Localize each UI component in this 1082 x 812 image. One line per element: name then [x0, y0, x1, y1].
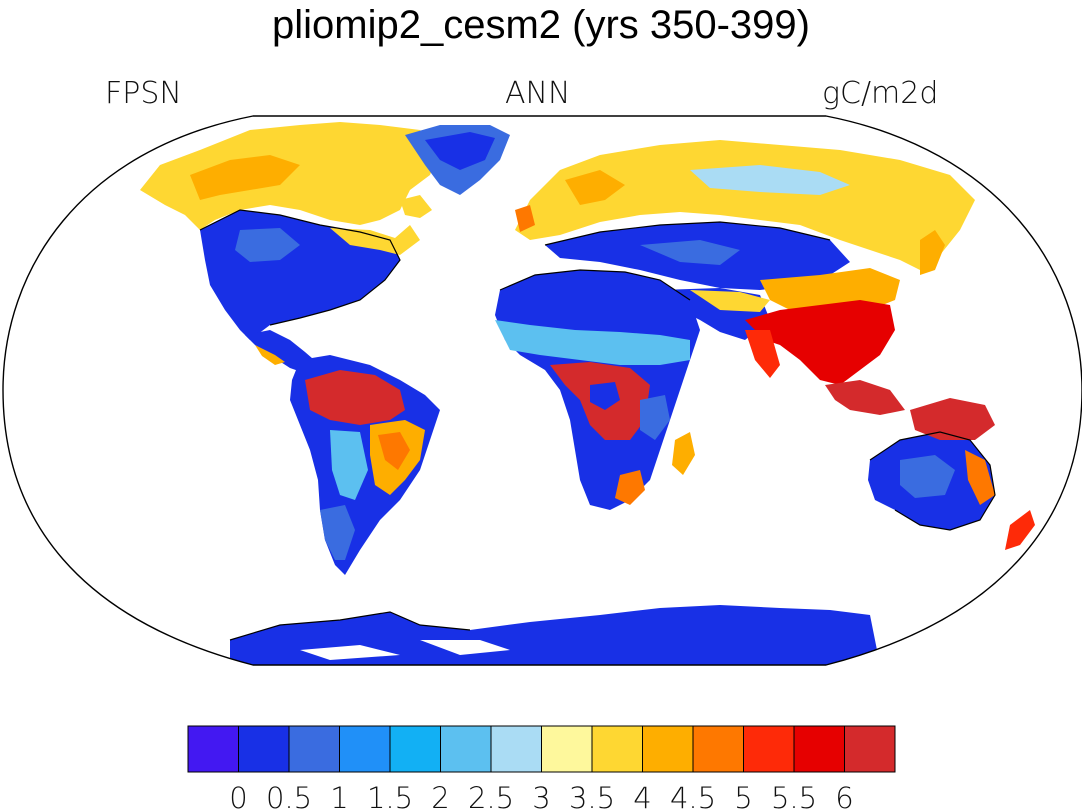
colorbar-swatch: [238, 725, 290, 773]
colorbar-label: 0: [229, 781, 247, 812]
colorbar-swatch: [490, 725, 542, 773]
colorbar-swatch: [339, 725, 391, 773]
colorbar-swatch: [440, 725, 492, 773]
colorbar-label: 4: [633, 781, 651, 812]
colorbar-swatch: [692, 725, 744, 773]
north-america: [140, 122, 510, 375]
variable-label: FPSN: [105, 76, 182, 111]
colorbar-label: 5: [734, 781, 752, 812]
colorbar-swatch: [642, 725, 694, 773]
colorbar-label: 5.5: [771, 781, 817, 812]
colorbar-swatch: [844, 725, 896, 773]
colorbar-swatch: [793, 725, 845, 773]
map-outline-icon: [2, 115, 1082, 666]
colorbar-label: 1.5: [367, 781, 413, 812]
colorbar-label: 1: [330, 781, 348, 812]
colorbar-label: 2.5: [468, 781, 514, 812]
units-label: gC/m2d: [822, 76, 939, 111]
colorbar-swatch: [389, 725, 441, 773]
eurasia: [515, 140, 975, 415]
africa: [495, 270, 700, 510]
colorbar-label: 4.5: [670, 781, 716, 812]
colorbar-label: 0.5: [266, 781, 312, 812]
colorbar-label: 6: [835, 781, 853, 812]
plot-title: pliomip2_cesm2 (yrs 350-399): [271, 3, 810, 47]
colorbar-label: 2: [431, 781, 449, 812]
colorbar-swatch: [288, 725, 340, 773]
colorbar-label: 3.5: [569, 781, 615, 812]
colorbar-label: 3: [532, 781, 550, 812]
colorbar-swatch: [541, 725, 593, 773]
season-label: ANN: [505, 76, 571, 111]
coastlines: [199, 209, 996, 641]
australia: [868, 398, 1035, 550]
south-america: [290, 355, 440, 575]
colorbar-swatch: [187, 725, 239, 773]
colorbar-swatch: [591, 725, 643, 773]
antarctica: [230, 605, 880, 665]
colorbar-swatch: [743, 725, 795, 773]
colorbar: 0 0.5 1 1.5 2 2.5 3 3.5 4 4.5 5 5.5 6: [187, 725, 896, 812]
